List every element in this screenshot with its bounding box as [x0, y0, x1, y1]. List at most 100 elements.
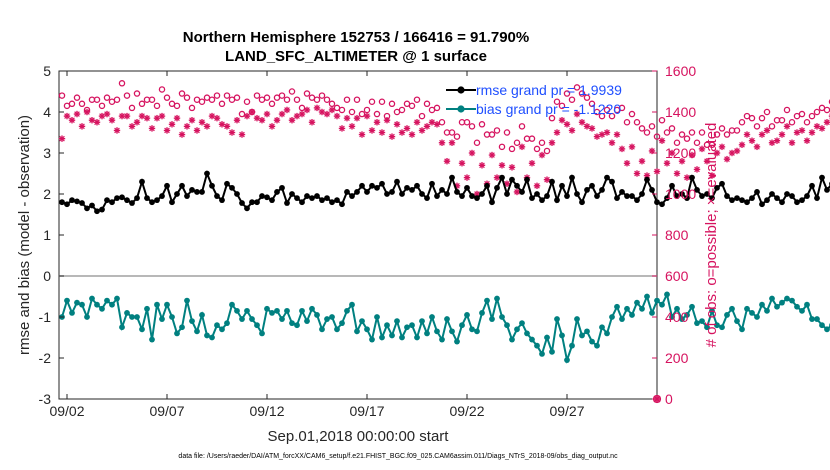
rmse-point: [349, 193, 355, 199]
possible-point: [683, 135, 691, 142]
rmse-point: [449, 174, 455, 181]
bias-point: [319, 326, 325, 333]
rmse-point: [734, 195, 740, 202]
evaluated-point: [703, 158, 711, 165]
evaluated-point: [578, 119, 586, 126]
rmse-point: [364, 189, 370, 195]
evaluated-point: [113, 127, 121, 134]
possible-point: [268, 100, 276, 108]
bias-point: [199, 312, 205, 318]
evaluated-point: [258, 117, 266, 124]
rmse-point: [789, 193, 795, 199]
rmse-point: [284, 200, 290, 206]
bias-point: [324, 316, 330, 322]
bias-point: [169, 314, 175, 320]
y-tick-label: -1: [39, 309, 52, 325]
possible-point: [158, 86, 166, 93]
possible-point: [188, 104, 196, 112]
rmse-point: [314, 193, 320, 199]
bias-point: [329, 314, 335, 320]
bias-point: [599, 324, 605, 331]
bias-point: [434, 328, 440, 335]
bias-point: [314, 312, 320, 318]
bias-point: [519, 320, 525, 327]
rmse-point: [249, 199, 255, 206]
possible-point: [128, 104, 136, 112]
bias-point: [594, 342, 600, 349]
bias-point: [494, 295, 500, 302]
rmse-point: [554, 197, 560, 204]
bias-point: [334, 326, 340, 333]
evaluated-point: [528, 160, 536, 167]
possible-point: [653, 133, 661, 140]
series-rmse: [59, 170, 830, 215]
possible-point: [388, 100, 396, 108]
possible-point: [588, 100, 596, 108]
rmse-point: [559, 182, 565, 189]
evaluated-point: [153, 114, 161, 122]
possible-point: [253, 92, 261, 99]
bias-point: [74, 299, 80, 306]
possible-point: [778, 116, 786, 124]
x-tick-label: 09/07: [149, 403, 184, 419]
bias-point: [459, 322, 465, 329]
rmse-point: [269, 197, 275, 204]
bias-point: [659, 301, 665, 308]
rmse-point: [414, 182, 420, 189]
evaluated-point: [68, 117, 76, 124]
rmse-point: [634, 197, 640, 204]
rmse-point: [509, 176, 515, 183]
possible-point: [748, 114, 756, 122]
series-evaluated: [58, 104, 830, 403]
bias-point: [749, 310, 755, 316]
possible-point: [608, 112, 616, 120]
evaluated-point: [83, 108, 91, 116]
possible-point: [733, 127, 741, 134]
evaluated-point: [808, 129, 816, 136]
bias-point: [394, 318, 400, 324]
possible-point: [783, 106, 791, 114]
possible-point: [513, 139, 521, 146]
evaluated-point: [673, 170, 681, 177]
evaluated-point: [273, 117, 281, 124]
rmse-point: [579, 199, 585, 206]
y-tick-label: 2: [43, 186, 51, 202]
possible-point: [808, 112, 816, 120]
evaluated-point: [328, 106, 336, 114]
bias-point: [164, 301, 170, 308]
rmse-point: [244, 205, 250, 212]
bias-point: [119, 324, 125, 331]
evaluated-point: [553, 129, 561, 136]
possible-point: [713, 131, 721, 138]
evaluated-point: [223, 123, 231, 130]
rmse-point: [369, 182, 375, 189]
rmse-point: [549, 178, 555, 185]
evaluated-point: [713, 149, 721, 157]
bias-point: [479, 310, 485, 316]
bias-point: [424, 330, 430, 337]
evaluated-point: [368, 127, 376, 134]
evaluated-point: [133, 119, 141, 126]
bias-point: [389, 332, 395, 339]
evaluated-point: [318, 108, 326, 116]
rmse-point: [74, 198, 80, 205]
possible-point: [288, 88, 296, 95]
y-right-tick-label: 1200: [665, 145, 696, 161]
bias-point: [534, 342, 540, 349]
evaluated-point: [643, 172, 651, 179]
possible-point: [163, 94, 171, 101]
possible-point: [233, 94, 241, 101]
evaluated-point: [803, 137, 811, 144]
possible-point: [263, 94, 271, 101]
rmse-point: [174, 191, 180, 197]
evaluated-point: [498, 162, 506, 169]
bias-point: [559, 332, 565, 339]
bias-point: [564, 357, 570, 363]
bias-point: [309, 305, 315, 312]
possible-point: [633, 119, 641, 126]
bias-point: [94, 301, 100, 308]
bias-point: [764, 307, 770, 314]
evaluated-point: [398, 129, 406, 136]
rmse-point: [194, 189, 200, 195]
